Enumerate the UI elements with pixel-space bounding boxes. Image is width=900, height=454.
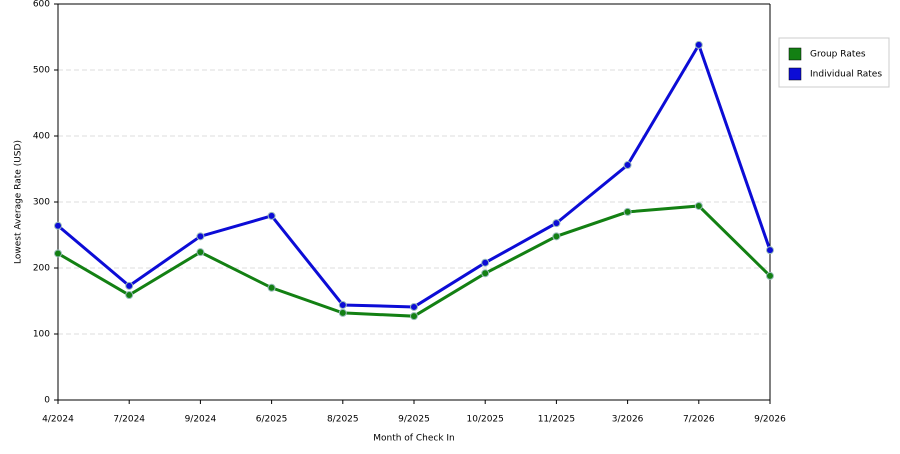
point [125,291,134,300]
point [196,248,205,257]
x-tick-label: 9/2026 [754,415,786,425]
point [267,211,276,220]
legend-swatch [788,47,802,61]
x-tick-label: 8/2025 [327,415,359,425]
point [481,269,490,278]
point [623,207,632,216]
point [54,249,62,258]
point [410,302,418,311]
x-axis-label: Month of Check In [373,434,455,444]
point [766,246,774,255]
x-tick-label: 3/2026 [612,415,644,425]
legend-label: Group Rates [810,50,866,60]
x-tick-label: 9/2025 [398,415,430,425]
point [481,258,490,267]
x-tick-label: 7/2026 [683,415,715,425]
x-tick-label: 9/2024 [185,415,217,425]
point [552,219,561,228]
point [338,308,347,317]
y-tick-label: 400 [33,132,50,142]
x-tick-label: 7/2024 [113,415,145,425]
legend-label: Individual Rates [810,70,882,80]
point [125,281,134,290]
y-tick-label: 200 [33,264,50,274]
y-tick-label: 500 [33,66,50,76]
point [694,201,703,210]
x-tick-label: 6/2025 [256,415,288,425]
y-tick-label: 300 [33,198,50,208]
point [552,232,561,241]
y-tick-label: 0 [44,396,50,406]
point [410,312,418,321]
point [766,271,774,280]
x-tick-label: 11/2025 [538,415,575,425]
point [338,300,347,309]
legend-swatch [788,67,802,81]
y-axis-label: Lowest Average Rate (USD) [14,140,24,264]
x-tick-label: 10/2025 [467,415,504,425]
point [267,283,276,292]
point [196,232,205,241]
point [54,221,62,230]
point [623,161,632,170]
x-tick-label: 4/2024 [42,415,74,425]
y-tick-label: 600 [33,0,50,10]
point [694,40,703,49]
y-tick-label: 100 [33,330,50,340]
